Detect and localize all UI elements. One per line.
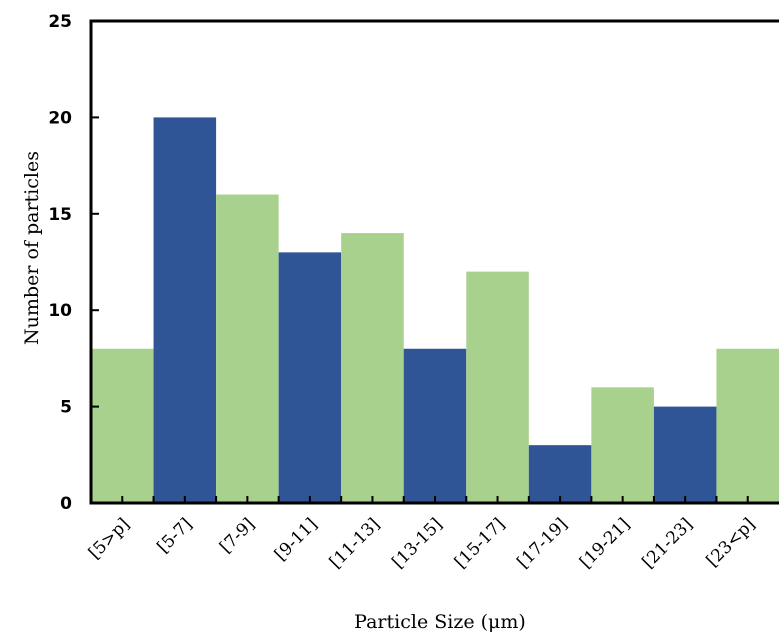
x-tick-label: [5-7] [153,514,196,557]
bar [91,348,154,503]
y-tick-label: 10 [48,301,72,321]
x-tick-label: [21-23] [639,514,697,572]
x-tick-label: [11-13] [326,514,384,572]
y-tick-label: 15 [48,205,72,225]
x-tick-label: [5>p] [85,514,134,563]
x-tick-label: [13-15] [388,514,446,572]
bar [716,348,779,503]
bar [216,194,279,503]
bars-layer [91,117,779,504]
y-tick-label: 5 [60,398,72,418]
bar [341,233,404,503]
x-tick-label: [23<p] [703,514,760,571]
bar [591,387,654,503]
x-axis-title: Particle Size (μm) [354,611,526,633]
bar [466,271,529,503]
bar [278,252,342,503]
y-tick-label: 25 [48,12,72,32]
x-tick-label: [15-17] [451,514,509,572]
bar [153,117,217,504]
y-axis-title: Number of particles [21,151,43,345]
x-tick-label: [19-21] [576,514,634,572]
bar [653,406,717,503]
bar [403,348,467,503]
x-tick-label: [9-11] [271,514,322,565]
y-tick-label: 0 [60,494,72,514]
x-tick-label: [17-19] [513,514,571,572]
x-tick-label: [7-9] [216,514,259,557]
bar [528,445,592,503]
y-tick-label: 20 [48,108,72,128]
